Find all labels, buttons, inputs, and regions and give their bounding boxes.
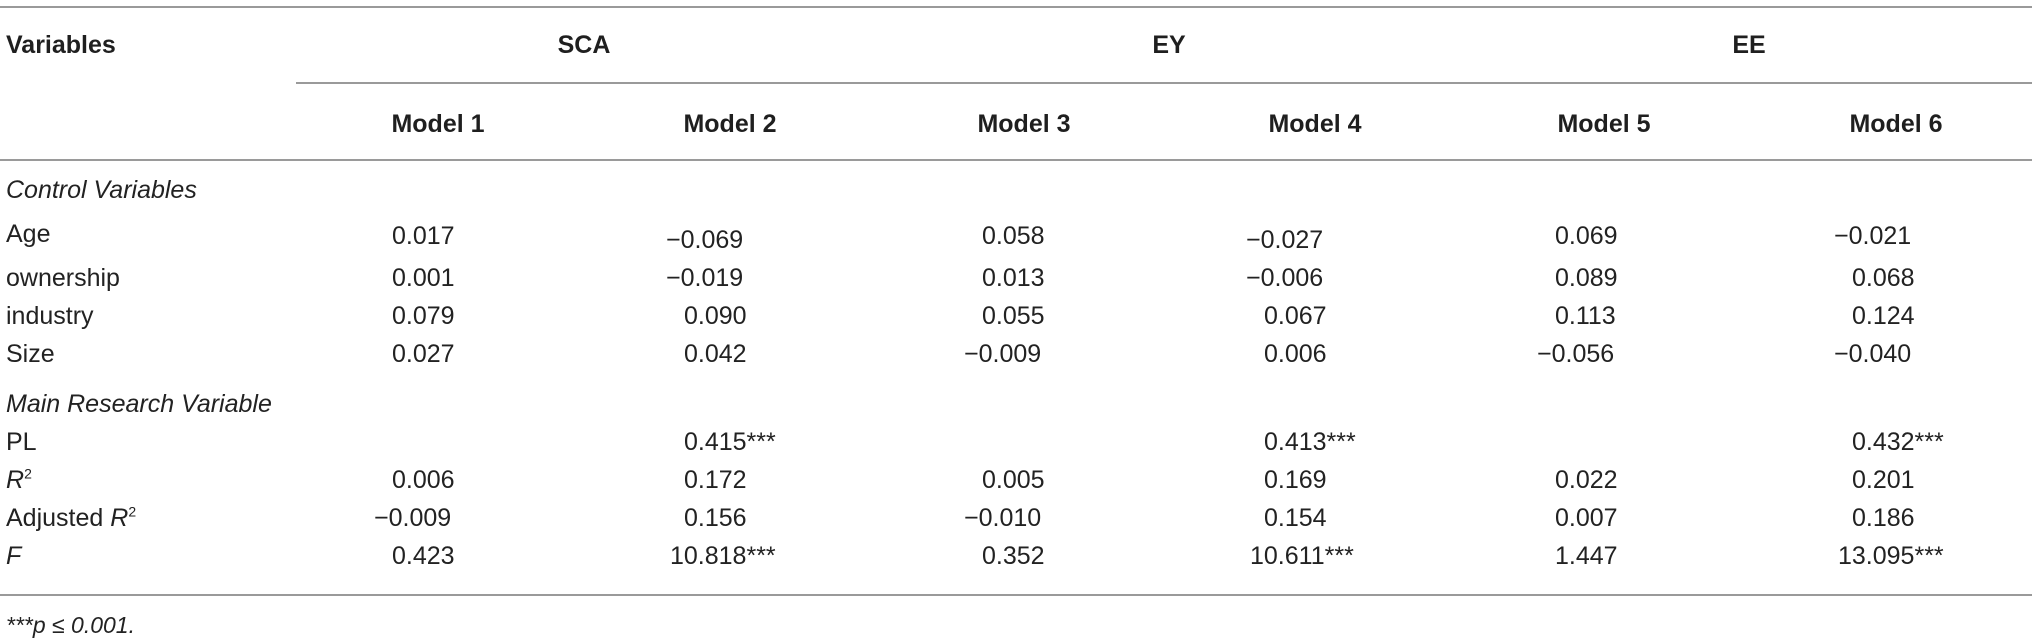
table-cell: 0.001 [392,264,455,292]
table-cell: 0.432*** [1852,428,1944,456]
table-cell: −0.027 [1246,226,1324,254]
group-header-ey: EY [1152,31,1186,59]
table-cell: 0.413*** [1264,428,1356,456]
table-cell: 0.113 [1555,302,1616,330]
table-cell: −0.069 [666,226,744,254]
table-cell: 0.013 [982,264,1045,292]
table-cell: 0.067 [1264,302,1327,330]
table-cell: 0.055 [982,302,1045,330]
table-cell: 0.079 [392,302,455,330]
table-cell: 10.611*** [1250,542,1354,570]
table-cell: −0.006 [1246,264,1324,292]
top-rule [0,6,2032,8]
section-title-main: Main Research Variable [6,390,272,418]
table-cell: 0.007 [1555,504,1618,532]
table-cell: 0.089 [1555,264,1618,292]
table-cell: 0.154 [1264,504,1327,532]
row-label-r-squared: R2 [6,465,32,494]
group-header-sca: SCA [557,31,611,59]
table-cell: −0.021 [1834,222,1912,250]
table-cell: 0.423 [392,542,455,570]
row-label-age: Age [6,220,51,248]
table-cell: 0.005 [982,466,1045,494]
table-cell: −0.009 [964,340,1042,368]
row-label-pl: PL [6,428,37,456]
row-label-f: F [6,542,22,570]
model-header-2: Model 2 [683,110,777,138]
row-label-ownership: ownership [6,264,120,292]
table-cell: 0.058 [982,222,1045,250]
model-header-6: Model 6 [1849,110,1943,138]
table-bottom-rule [0,594,2032,596]
group-header-ee: EE [1732,31,1766,59]
row-label-industry: industry [6,302,94,330]
table-cell: 0.022 [1555,466,1618,494]
table-cell: 0.090 [684,302,747,330]
table-cell: 0.006 [1264,340,1327,368]
table-cell: −0.010 [964,504,1042,532]
section-title-control: Control Variables [6,176,197,204]
table-cell: −0.040 [1834,340,1912,368]
table-cell: −0.056 [1537,340,1615,368]
table-cell: 0.169 [1264,466,1327,494]
header-bottom-rule [0,159,2032,161]
table-cell: 0.006 [392,466,455,494]
table-cell: 0.042 [684,340,747,368]
model-header-5: Model 5 [1557,110,1651,138]
table-cell: 1.447 [1555,542,1618,570]
table-cell: −0.019 [666,264,744,292]
table-cell: −0.009 [374,504,452,532]
row-label-adjusted-r-squared: Adjusted R2 [6,503,137,532]
group-underline-rule [296,82,2032,84]
model-header-1: Model 1 [391,110,485,138]
model-header-4: Model 4 [1268,110,1362,138]
row-label-size: Size [6,340,55,368]
table-cell: 0.124 [1852,302,1915,330]
table-cell: 0.415*** [684,428,776,456]
table-cell: 0.068 [1852,264,1915,292]
table-cell: 10.818*** [670,542,776,570]
table-cell: 0.201 [1852,466,1915,494]
table-cell: 13.095*** [1838,542,1944,570]
stub-header: Variables [6,31,116,59]
table-cell: 0.156 [684,504,747,532]
model-header-3: Model 3 [977,110,1071,138]
table-footnote: ***p ≤ 0.001. [6,612,135,638]
table-cell: 0.352 [982,542,1045,570]
table-cell: 0.069 [1555,222,1618,250]
table-cell: 0.186 [1852,504,1915,532]
table-cell: 0.027 [392,340,455,368]
table-cell: 0.172 [684,466,747,494]
table-cell: 0.017 [392,222,455,250]
